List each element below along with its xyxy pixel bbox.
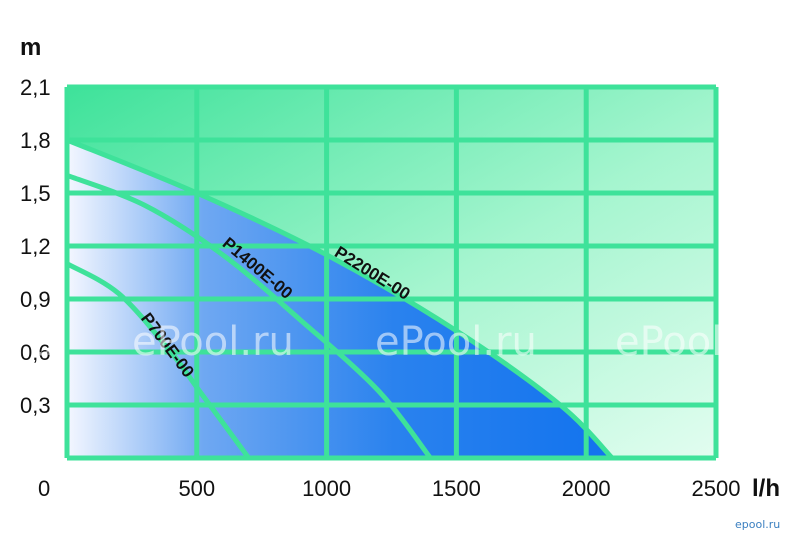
y-tick-label: 0,9 [20,287,51,312]
x-axis-unit: l/h [752,475,780,502]
origin-label: 0 [38,476,50,501]
corner-watermark: epool.ru [735,518,780,531]
watermark-text: l.ru [0,319,56,365]
y-tick-label: 1,8 [20,128,51,153]
curve-p2200e-00 [64,137,615,461]
y-tick-label: 0,6 [20,340,51,365]
y-tick-label: 1,5 [20,181,51,206]
grid-lines [64,84,719,461]
y-tick-label: 0,3 [20,393,51,418]
y-tick-label: 1,2 [20,234,51,259]
axis-ticks: 500 1000 1500 2000 2500 0,3 0,6 0,9 1,2 1,5 1,8 2,1 [20,75,740,501]
watermark-text: ePool.ru [615,319,777,365]
x-tick-label: 2000 [562,476,611,501]
x-tick-label: 2500 [692,476,741,501]
curve-p1400e-00 [64,172,433,461]
x-tick-label: 1000 [302,476,351,501]
performance-curves [64,137,615,461]
y-axis-unit: m [20,34,41,61]
y-tick-label: 2,1 [20,75,51,100]
curve-p700e-00 [64,261,252,461]
watermarks: l.ru ePool.ru ePool.ru ePool.ru [0,319,777,365]
x-tick-label: 1500 [432,476,481,501]
watermark-text: ePool.ru [375,319,537,365]
watermark-text: ePool.ru [132,319,294,365]
x-tick-label: 500 [178,476,215,501]
